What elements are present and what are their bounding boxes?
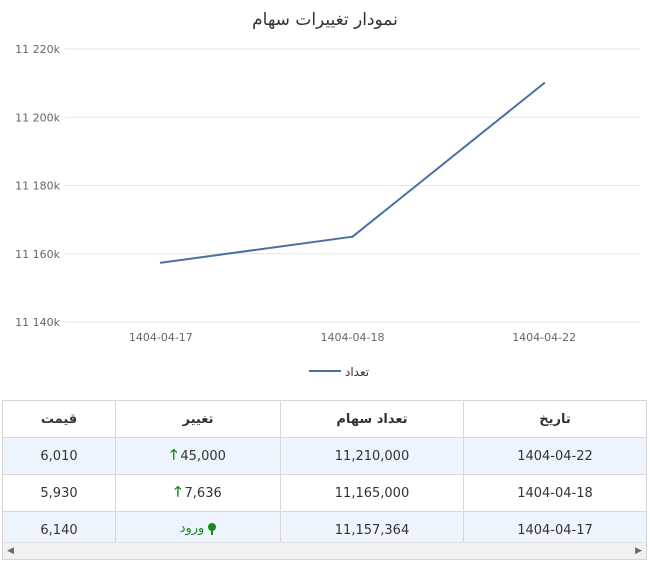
header-date[interactable]: تاریخ bbox=[463, 401, 646, 438]
table-row[interactable]: 1404-04-18 11,165,000 🡑 7,636 5,930 bbox=[3, 474, 646, 512]
y-tick-label: 11 220k bbox=[15, 43, 60, 56]
cell-change: 🡑 45,000 bbox=[115, 437, 281, 475]
arrow-up-icon: 🡑 bbox=[170, 447, 178, 463]
table-header-row: تاریخ تعداد سهام تغییر قیمت bbox=[3, 401, 646, 438]
x-tick-label: 1404-04-17 bbox=[129, 331, 193, 344]
change-value: 7,636 bbox=[184, 485, 222, 501]
cell-shares: 11,210,000 bbox=[280, 437, 464, 475]
cell-price: 6,010 bbox=[3, 437, 116, 475]
y-tick-label: 11 180k bbox=[15, 180, 60, 193]
header-price[interactable]: قیمت bbox=[3, 401, 116, 438]
stock-chart: نمودار تغییرات سهام 11 140k 11 160k 11 180k… bbox=[15, 10, 640, 379]
y-tick-label: 11 140k bbox=[15, 316, 60, 329]
shares-table: تاریخ تعداد سهام تغییر قیمت 1404-04-22 1… bbox=[3, 401, 646, 549]
y-tick-label: 11 160k bbox=[15, 248, 60, 261]
cell-shares: 11,165,000 bbox=[280, 474, 464, 512]
table-row[interactable]: 1404-04-22 11,210,000 🡑 45,000 6,010 bbox=[3, 437, 646, 475]
cell-date: 1404-04-22 bbox=[463, 437, 646, 475]
chart-svg: نمودار تغییرات سهام 11 140k 11 160k 11 180k… bbox=[15, 10, 640, 379]
change-value: ورود bbox=[179, 521, 205, 537]
cell-change: 🡑 7,636 bbox=[115, 474, 281, 512]
header-change[interactable]: تغییر bbox=[115, 401, 281, 438]
legend-label: تعداد bbox=[345, 365, 369, 379]
y-tick-label: 11 200k bbox=[15, 111, 60, 124]
data-point bbox=[159, 261, 162, 264]
pin-icon bbox=[208, 522, 217, 535]
data-point bbox=[543, 82, 546, 85]
cell-date: 1404-04-18 bbox=[463, 474, 646, 512]
x-tick-label: 1404-04-18 bbox=[321, 331, 385, 344]
arrow-up-icon: 🡑 bbox=[174, 484, 182, 500]
change-value: 45,000 bbox=[180, 448, 226, 464]
chart-title: نمودار تغییرات سهام bbox=[252, 10, 398, 30]
data-point bbox=[351, 235, 354, 238]
shares-table-container: تاریخ تعداد سهام تغییر قیمت 1404-04-22 1… bbox=[2, 400, 647, 560]
triangle-right-icon[interactable]: ▶ bbox=[635, 546, 642, 556]
cell-price: 5,930 bbox=[3, 474, 116, 512]
horizontal-scrollbar[interactable]: ◀ ▶ bbox=[3, 542, 646, 559]
header-shares[interactable]: تعداد سهام bbox=[280, 401, 464, 438]
triangle-left-icon[interactable]: ◀ bbox=[7, 546, 14, 556]
scrollbar-track[interactable] bbox=[19, 547, 630, 555]
x-tick-label: 1404-04-22 bbox=[512, 331, 576, 344]
